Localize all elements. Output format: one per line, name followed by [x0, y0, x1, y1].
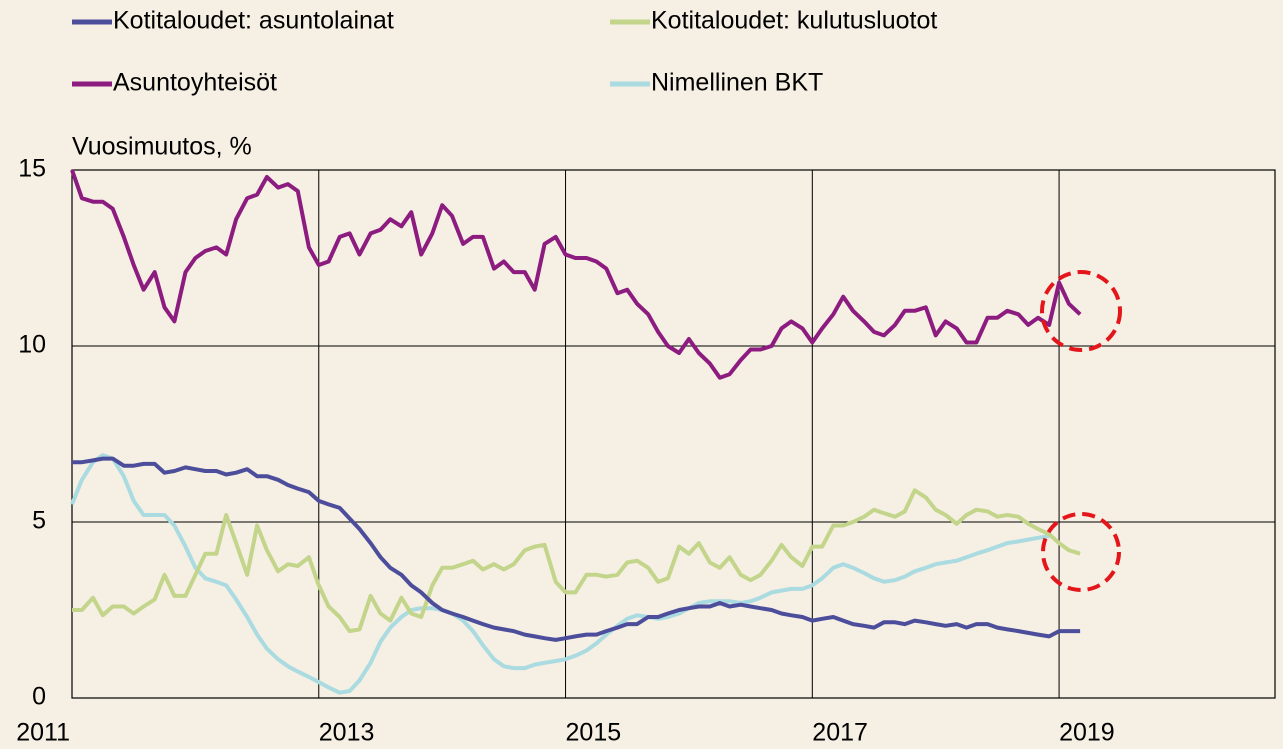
y-tick-label: 0 [32, 683, 46, 711]
legend-label: Asuntoyhteisöt [113, 69, 277, 97]
x-tick-label: 2017 [812, 719, 868, 747]
highlight-circle [1041, 512, 1121, 592]
y-tick-label: 15 [18, 155, 46, 183]
plot-frame [71, 169, 1276, 699]
y-tick-label: 5 [32, 507, 46, 535]
x-tick-label: 2013 [319, 719, 375, 747]
data-line [72, 488, 1081, 634]
x-tick-label: 2015 [566, 719, 622, 747]
plot-area: 0 5 10 15 2011 2013 2015 2017 2019 [16, 155, 1276, 747]
legend-label: Nimellinen BKT [651, 69, 823, 97]
highlight-circle [1040, 270, 1122, 352]
x-tick-label: 2011 [16, 719, 70, 747]
data-line [72, 456, 1081, 642]
y-tick-label: 10 [18, 331, 46, 359]
legend-label: Kotitaloudet: asuntolainat [113, 7, 394, 35]
legend-label: Kotitaloudet: kulutusluotot [651, 7, 937, 35]
data-line [70, 169, 1082, 380]
y-axis-label: Vuosimuutos, % [72, 133, 252, 161]
data-line [70, 453, 1050, 695]
x-tick-label: 2019 [1059, 719, 1115, 747]
